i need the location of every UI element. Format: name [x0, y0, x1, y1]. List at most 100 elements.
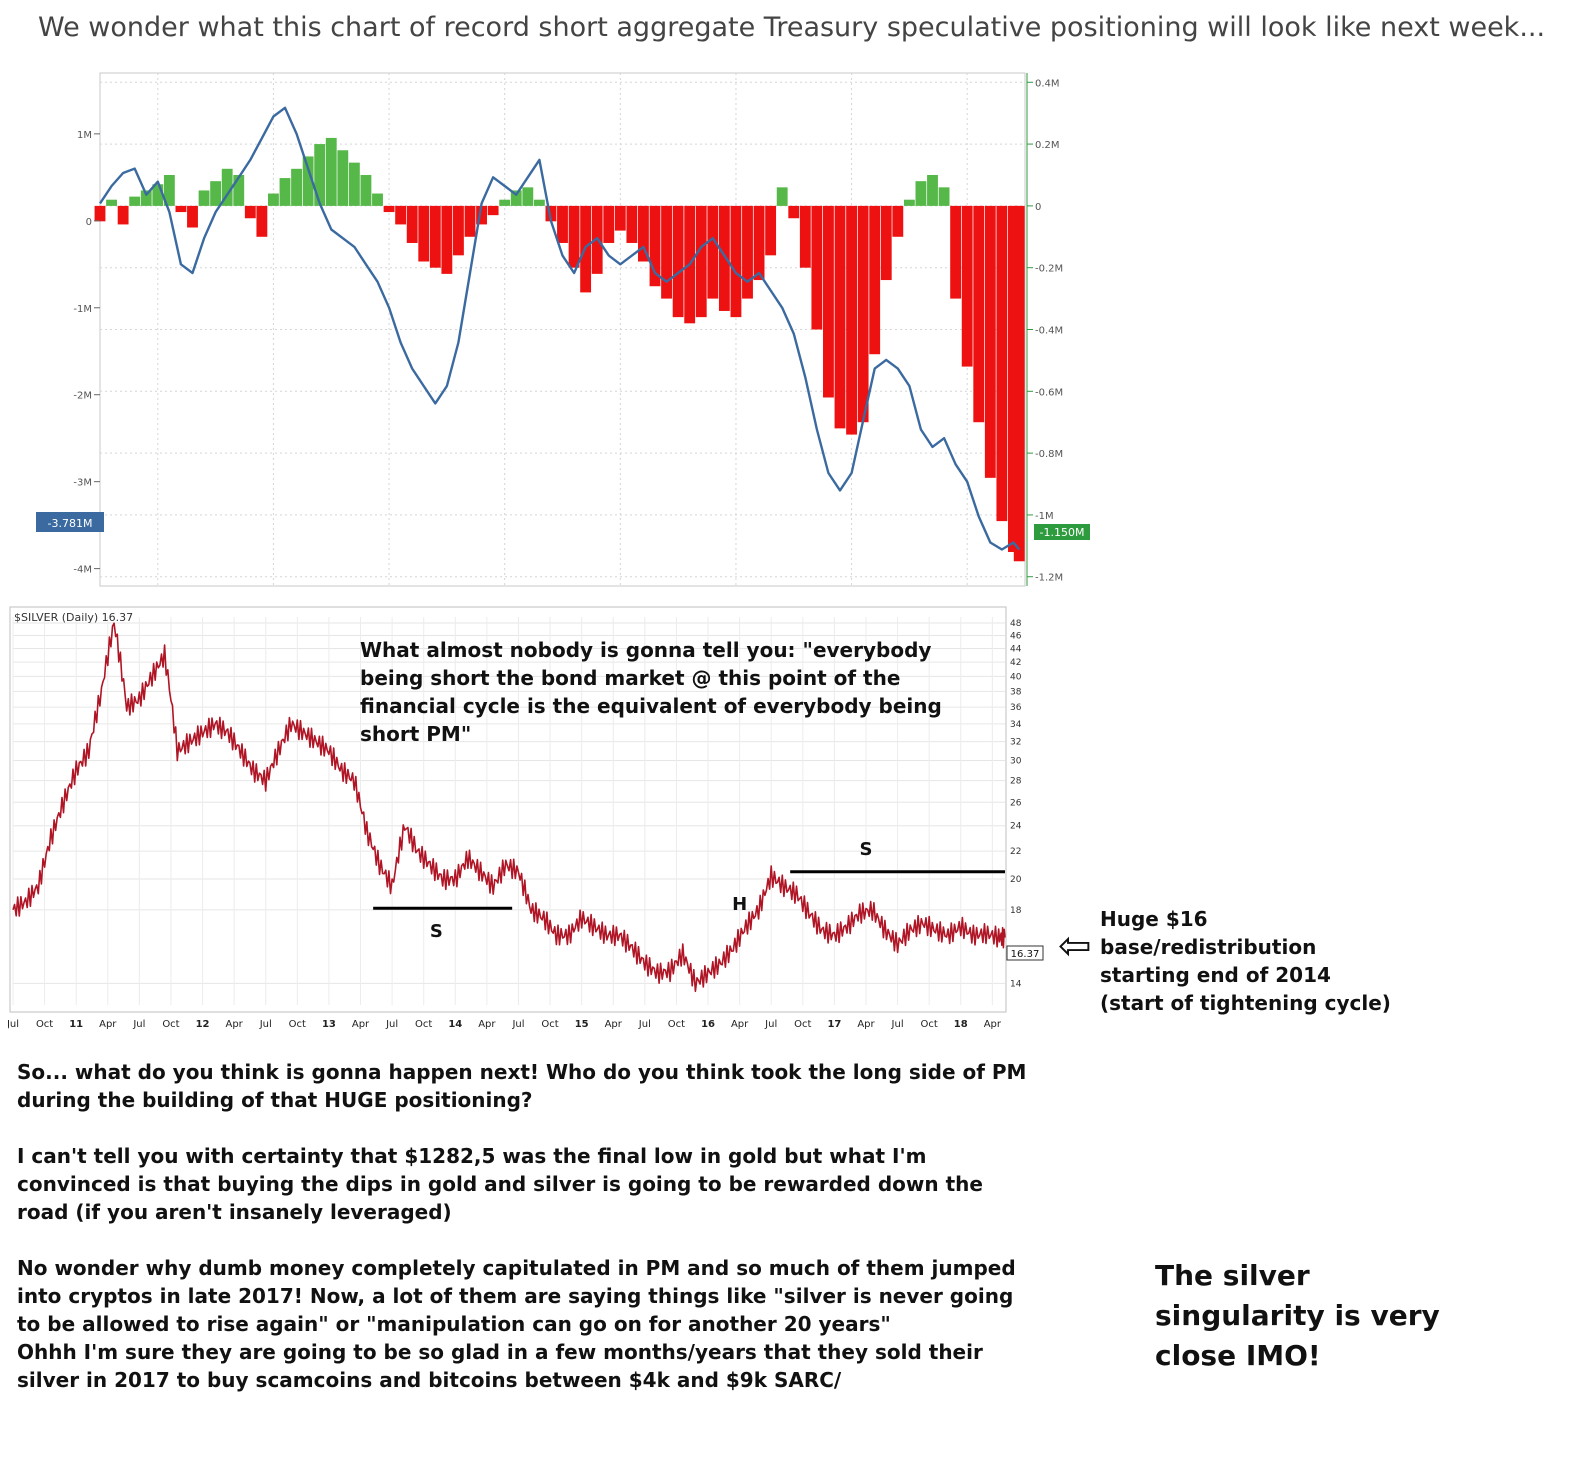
- top-left-tick-label: -1M: [73, 304, 92, 315]
- silver-x-tick-label: 14: [448, 1019, 462, 1030]
- top-chart-bar: [834, 205, 846, 429]
- silver-y-tick-label: 36: [1010, 703, 1022, 713]
- top-chart-bar: [314, 144, 326, 206]
- top-chart-bar: [325, 137, 337, 206]
- top-chart-bar: [846, 205, 857, 435]
- top-chart-bar: [337, 150, 349, 206]
- top-right-tick-label: 0: [1035, 202, 1041, 213]
- silver-x-tick-label: Oct: [289, 1019, 306, 1030]
- silver-y-tick-label: 30: [1010, 756, 1022, 766]
- top-chart-bar: [1013, 205, 1025, 562]
- top-left-tick-label: -3M: [73, 478, 92, 489]
- top-right-tick-label: -0.8M: [1035, 449, 1063, 460]
- silver-x-tick-label: 18: [954, 1019, 968, 1030]
- silver-x-tick-label: Oct: [162, 1019, 179, 1030]
- top-chart-bar: [811, 205, 823, 330]
- silver-y-tick-label: 46: [1010, 631, 1022, 641]
- top-chart-bar: [973, 205, 985, 423]
- commentary-paragraph-2: I can't tell you with certainty that $12…: [17, 1144, 983, 1224]
- silver-x-tick-label: Apr: [857, 1019, 875, 1030]
- top-chart-bar: [522, 187, 534, 206]
- top-chart-bar: [649, 205, 661, 287]
- silver-x-tick-label: Jul: [764, 1019, 777, 1030]
- top-chart-bar: [244, 205, 256, 219]
- silver-x-tick-label: 16: [701, 1019, 715, 1030]
- top-chart-bar: [661, 205, 672, 299]
- silver-x-tick-label: Apr: [478, 1019, 496, 1030]
- top-chart-bar: [221, 168, 233, 206]
- top-chart-bar: [869, 205, 881, 355]
- silver-x-tick-label: Jul: [638, 1019, 651, 1030]
- top-right-tick-label: -1M: [1035, 511, 1054, 522]
- top-chart-bar: [638, 205, 649, 262]
- silver-chart-x-axis: Jul Oct 11 Apr Jul Oct 12 Apr Jul Oct 13 Apr Jul Oct 1…: [8, 1019, 1002, 1030]
- top-left-tick-label: 1M: [77, 130, 92, 141]
- top-chart-bar: [129, 196, 141, 206]
- silver-x-tick-label: Apr: [225, 1019, 243, 1030]
- top-right-tick-label: -1.2M: [1035, 573, 1063, 584]
- commentary: So... what do you think is gonna happen …: [17, 1058, 1027, 1394]
- silver-x-tick-label: Apr: [352, 1019, 370, 1030]
- silver-x-tick-label: Oct: [541, 1019, 558, 1030]
- top-right-value-label: -1.150M: [1040, 526, 1085, 539]
- silver-y-tick-label: 48: [1010, 619, 1022, 629]
- top-chart-bar: [372, 193, 383, 206]
- top-chart-bar: [799, 205, 811, 268]
- top-chart-bar: [892, 205, 904, 237]
- silver-neckline-marks: [373, 870, 1005, 910]
- commentary-paragraph-1: So... what do you think is gonna happen …: [17, 1060, 1027, 1112]
- top-chart-bar: [961, 205, 973, 367]
- base-note-line-2: base/redistribution: [1100, 935, 1317, 959]
- silver-x-tick-label: 11: [69, 1019, 83, 1030]
- top-chart-bar: [302, 156, 314, 206]
- top-chart-bar: [557, 205, 568, 243]
- top-chart-bar: [950, 205, 962, 299]
- silver-price-chart: S H S 48 46 44 42 40 38 36 34 32 30 28 26 24 22 20 18 14 J…: [8, 606, 1044, 1030]
- top-right-tick-label: -0.6M: [1035, 387, 1063, 398]
- top-chart-bar: [152, 184, 164, 206]
- silver-x-tick-label: 13: [322, 1019, 336, 1030]
- base-note-line-1: Huge $16: [1100, 907, 1208, 931]
- closing-remark: The silver singularity is very close IMO…: [1155, 1259, 1440, 1372]
- silver-x-tick-label: Oct: [415, 1019, 432, 1030]
- silver-x-tick-label: Apr: [731, 1019, 749, 1030]
- top-chart-bar: [429, 205, 441, 268]
- silver-y-tick-label: 42: [1010, 658, 1021, 668]
- base-note: Huge $16 base/redistribution starting en…: [1100, 905, 1391, 1017]
- silver-chart-frame: [9, 606, 1007, 1013]
- top-chart-grid: [99, 72, 1026, 587]
- top-chart-bar: [383, 205, 395, 213]
- top-chart-bar: [927, 174, 938, 206]
- top-chart-left-axis: 1M 0 -1M -2M -3M -4M: [73, 130, 100, 576]
- top-right-tick-label: 0.4M: [1035, 78, 1060, 89]
- silver-x-tick-label: Apr: [605, 1019, 623, 1030]
- silver-y-tick-label: 40: [1010, 672, 1022, 682]
- top-right-value-badge: [1034, 524, 1090, 540]
- top-chart-bar: [903, 199, 915, 206]
- top-chart-bar: [880, 205, 892, 281]
- top-chart-bar: [765, 205, 777, 256]
- top-chart-bar: [533, 199, 545, 206]
- top-left-tick-label: -4M: [73, 565, 92, 576]
- quote-callout: What almost nobody is gonna tell you: "e…: [360, 638, 942, 746]
- top-chart-bar: [117, 205, 129, 225]
- top-left-tick-label: -2M: [73, 391, 92, 402]
- top-chart-bar: [730, 205, 742, 318]
- top-chart-bar: [187, 205, 198, 228]
- silver-x-tick-label: Oct: [921, 1019, 938, 1030]
- silver-y-tick-label: 26: [1010, 798, 1022, 808]
- top-chart-bar: [464, 205, 476, 237]
- top-chart-bar: [753, 205, 765, 281]
- silver-y-tick-label: 14: [1010, 979, 1022, 989]
- silver-y-tick-label: 22: [1010, 847, 1021, 857]
- pattern-label: H: [732, 894, 747, 915]
- top-chart-bar: [915, 181, 927, 206]
- silver-y-tick-label: 34: [1010, 720, 1022, 730]
- top-right-tick-label: 0.2M: [1035, 140, 1060, 151]
- top-chart-bar: [1008, 205, 1019, 553]
- silver-y-tick-label: 18: [1010, 906, 1022, 916]
- silver-x-tick-label: Apr: [984, 1019, 1002, 1030]
- top-chart-right-axis: 0.4M 0.2M 0 -0.2M -0.4M -0.6M -0.8M -1M -1.2M: [1026, 73, 1063, 586]
- top-chart-bar: [499, 199, 511, 206]
- top-chart-net-line: [99, 106, 1021, 551]
